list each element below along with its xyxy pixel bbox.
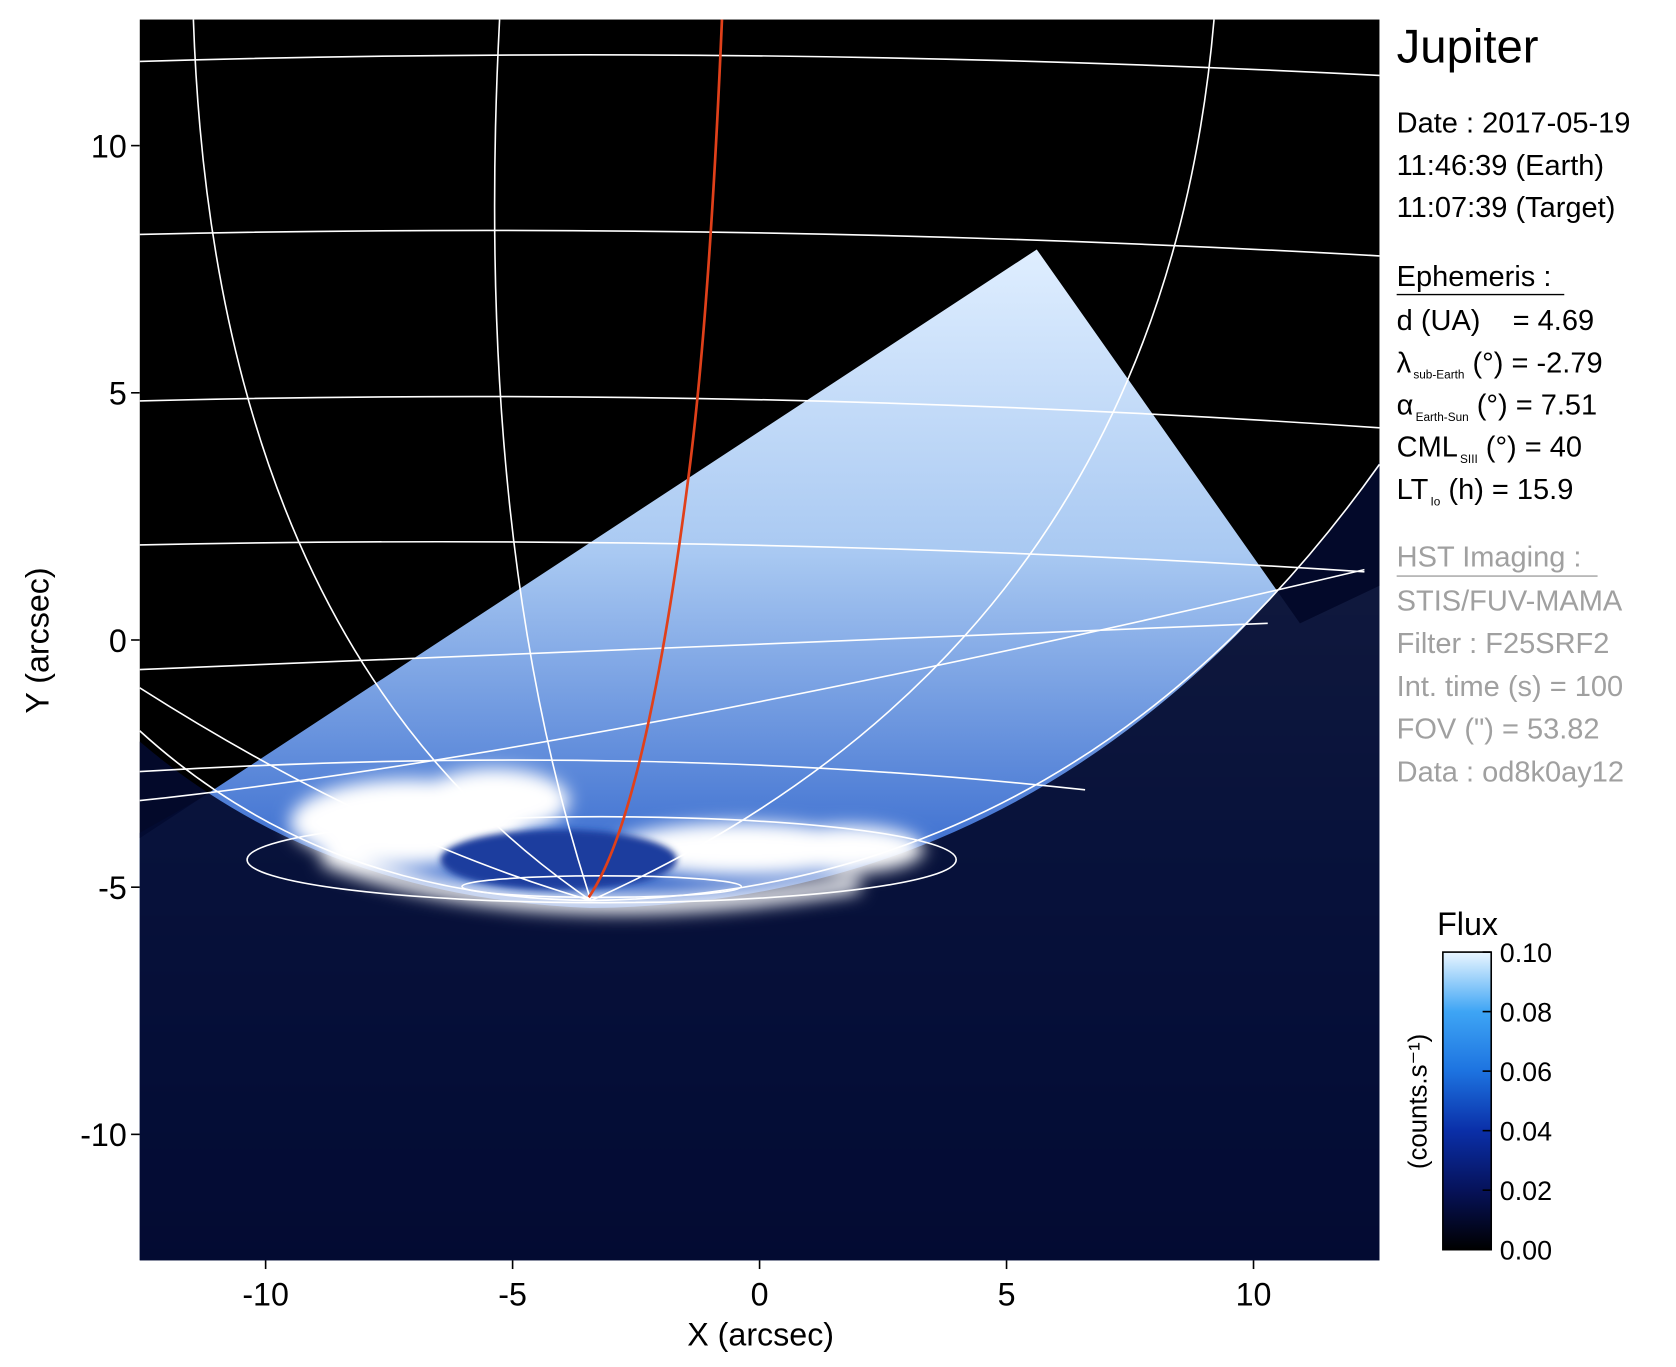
imaging-header: HST Imaging : xyxy=(1397,541,1582,573)
value-text: (°) = -2.79 xyxy=(1464,347,1602,379)
colorbar-tick-label: 0.10 xyxy=(1500,938,1552,968)
subscript: SIII xyxy=(1460,452,1478,466)
y-tick-label: -5 xyxy=(98,870,127,906)
value-text: d (UA) = 4.69 xyxy=(1397,305,1594,337)
x-tick-label: 0 xyxy=(751,1277,769,1313)
info-panel: Jupiter Date : 2017-05-19 11:46:39 (Earth… xyxy=(1397,21,1631,789)
subscript: Io xyxy=(1431,494,1441,508)
coordinate-grid xyxy=(139,19,1380,904)
subscript: sub-Earth xyxy=(1413,368,1464,382)
colorbar-tick-label: 0.02 xyxy=(1500,1176,1552,1206)
date-line: 11:46:39 (Earth) xyxy=(1397,150,1604,182)
symbol: λ xyxy=(1397,347,1412,379)
colorbar-tick-label: 0.00 xyxy=(1500,1235,1552,1265)
y-tick-label: -10 xyxy=(80,1117,127,1153)
colorbar-tick-label: 0.08 xyxy=(1500,997,1552,1027)
colorbar-tick-label: 0.04 xyxy=(1500,1116,1552,1146)
y-tick-label: 10 xyxy=(91,128,127,164)
colorbar-title: Flux xyxy=(1437,906,1498,942)
symbol: LT xyxy=(1397,474,1429,506)
io-footpath xyxy=(587,19,724,899)
colorbar-label: (counts.s⁻¹) xyxy=(1405,1034,1433,1169)
ephemeris-line: λ sub-Earth (°) = -2.79 xyxy=(1397,347,1603,381)
date-block: Date : 2017-05-19 11:46:39 (Earth) 11:07:3… xyxy=(1397,107,1631,224)
x-tick-label: -5 xyxy=(498,1277,527,1313)
subscript: Earth-Sun xyxy=(1416,410,1469,424)
colorbar-tick-label: 0.06 xyxy=(1500,1057,1552,1087)
x-tick-label: 5 xyxy=(998,1277,1016,1313)
ephemeris-header: Ephemeris : xyxy=(1397,261,1552,293)
date-line: Date : 2017-05-19 xyxy=(1397,107,1631,139)
imaging-line: STIS/FUV-MAMA xyxy=(1397,585,1623,617)
imaging-line: Int. time (s) = 100 xyxy=(1397,671,1623,703)
colorbar xyxy=(1442,951,1493,1251)
imaging-line: Data : od8k0ay12 xyxy=(1397,756,1624,788)
date-line: 11:07:39 (Target) xyxy=(1397,192,1616,224)
y-tick-label: 5 xyxy=(109,376,127,412)
sky-region xyxy=(139,462,1380,1261)
symbol: α xyxy=(1397,389,1414,421)
x-axis-label: X (arcsec) xyxy=(687,1316,834,1352)
value-text: (°) = 40 xyxy=(1478,432,1582,464)
ephemeris-block: Ephemeris : d (UA) = 4.69 λ sub-Earth (°) =… xyxy=(1397,261,1603,508)
ephemeris-line: CML SIII (°) = 40 xyxy=(1397,432,1582,466)
ephemeris-line: LT Io (h) = 15.9 xyxy=(1397,474,1574,508)
symbol: CML xyxy=(1397,432,1458,464)
x-tick-label: -10 xyxy=(242,1277,289,1313)
y-axis-label: Y (arcsec) xyxy=(19,567,55,713)
aurora-inner xyxy=(440,829,677,890)
imaging-line: Filter : F25SRF2 xyxy=(1397,628,1610,660)
x-tick-label: 10 xyxy=(1236,1277,1272,1313)
value-text: (°) = 7.51 xyxy=(1469,389,1597,421)
planet-title: Jupiter xyxy=(1397,21,1539,74)
imaging-block: HST Imaging : STIS/FUV-MAMA Filter : F25SR… xyxy=(1397,541,1624,788)
y-tick-label: 0 xyxy=(109,623,127,659)
ephemeris-line: α Earth-Sun (°) = 7.51 xyxy=(1397,389,1598,423)
imaging-line: FOV (") = 53.82 xyxy=(1397,714,1600,746)
image-area xyxy=(139,19,1380,1261)
value-text: (h) = 15.9 xyxy=(1440,474,1573,506)
ephemeris-line: d (UA) = 4.69 xyxy=(1397,305,1594,337)
